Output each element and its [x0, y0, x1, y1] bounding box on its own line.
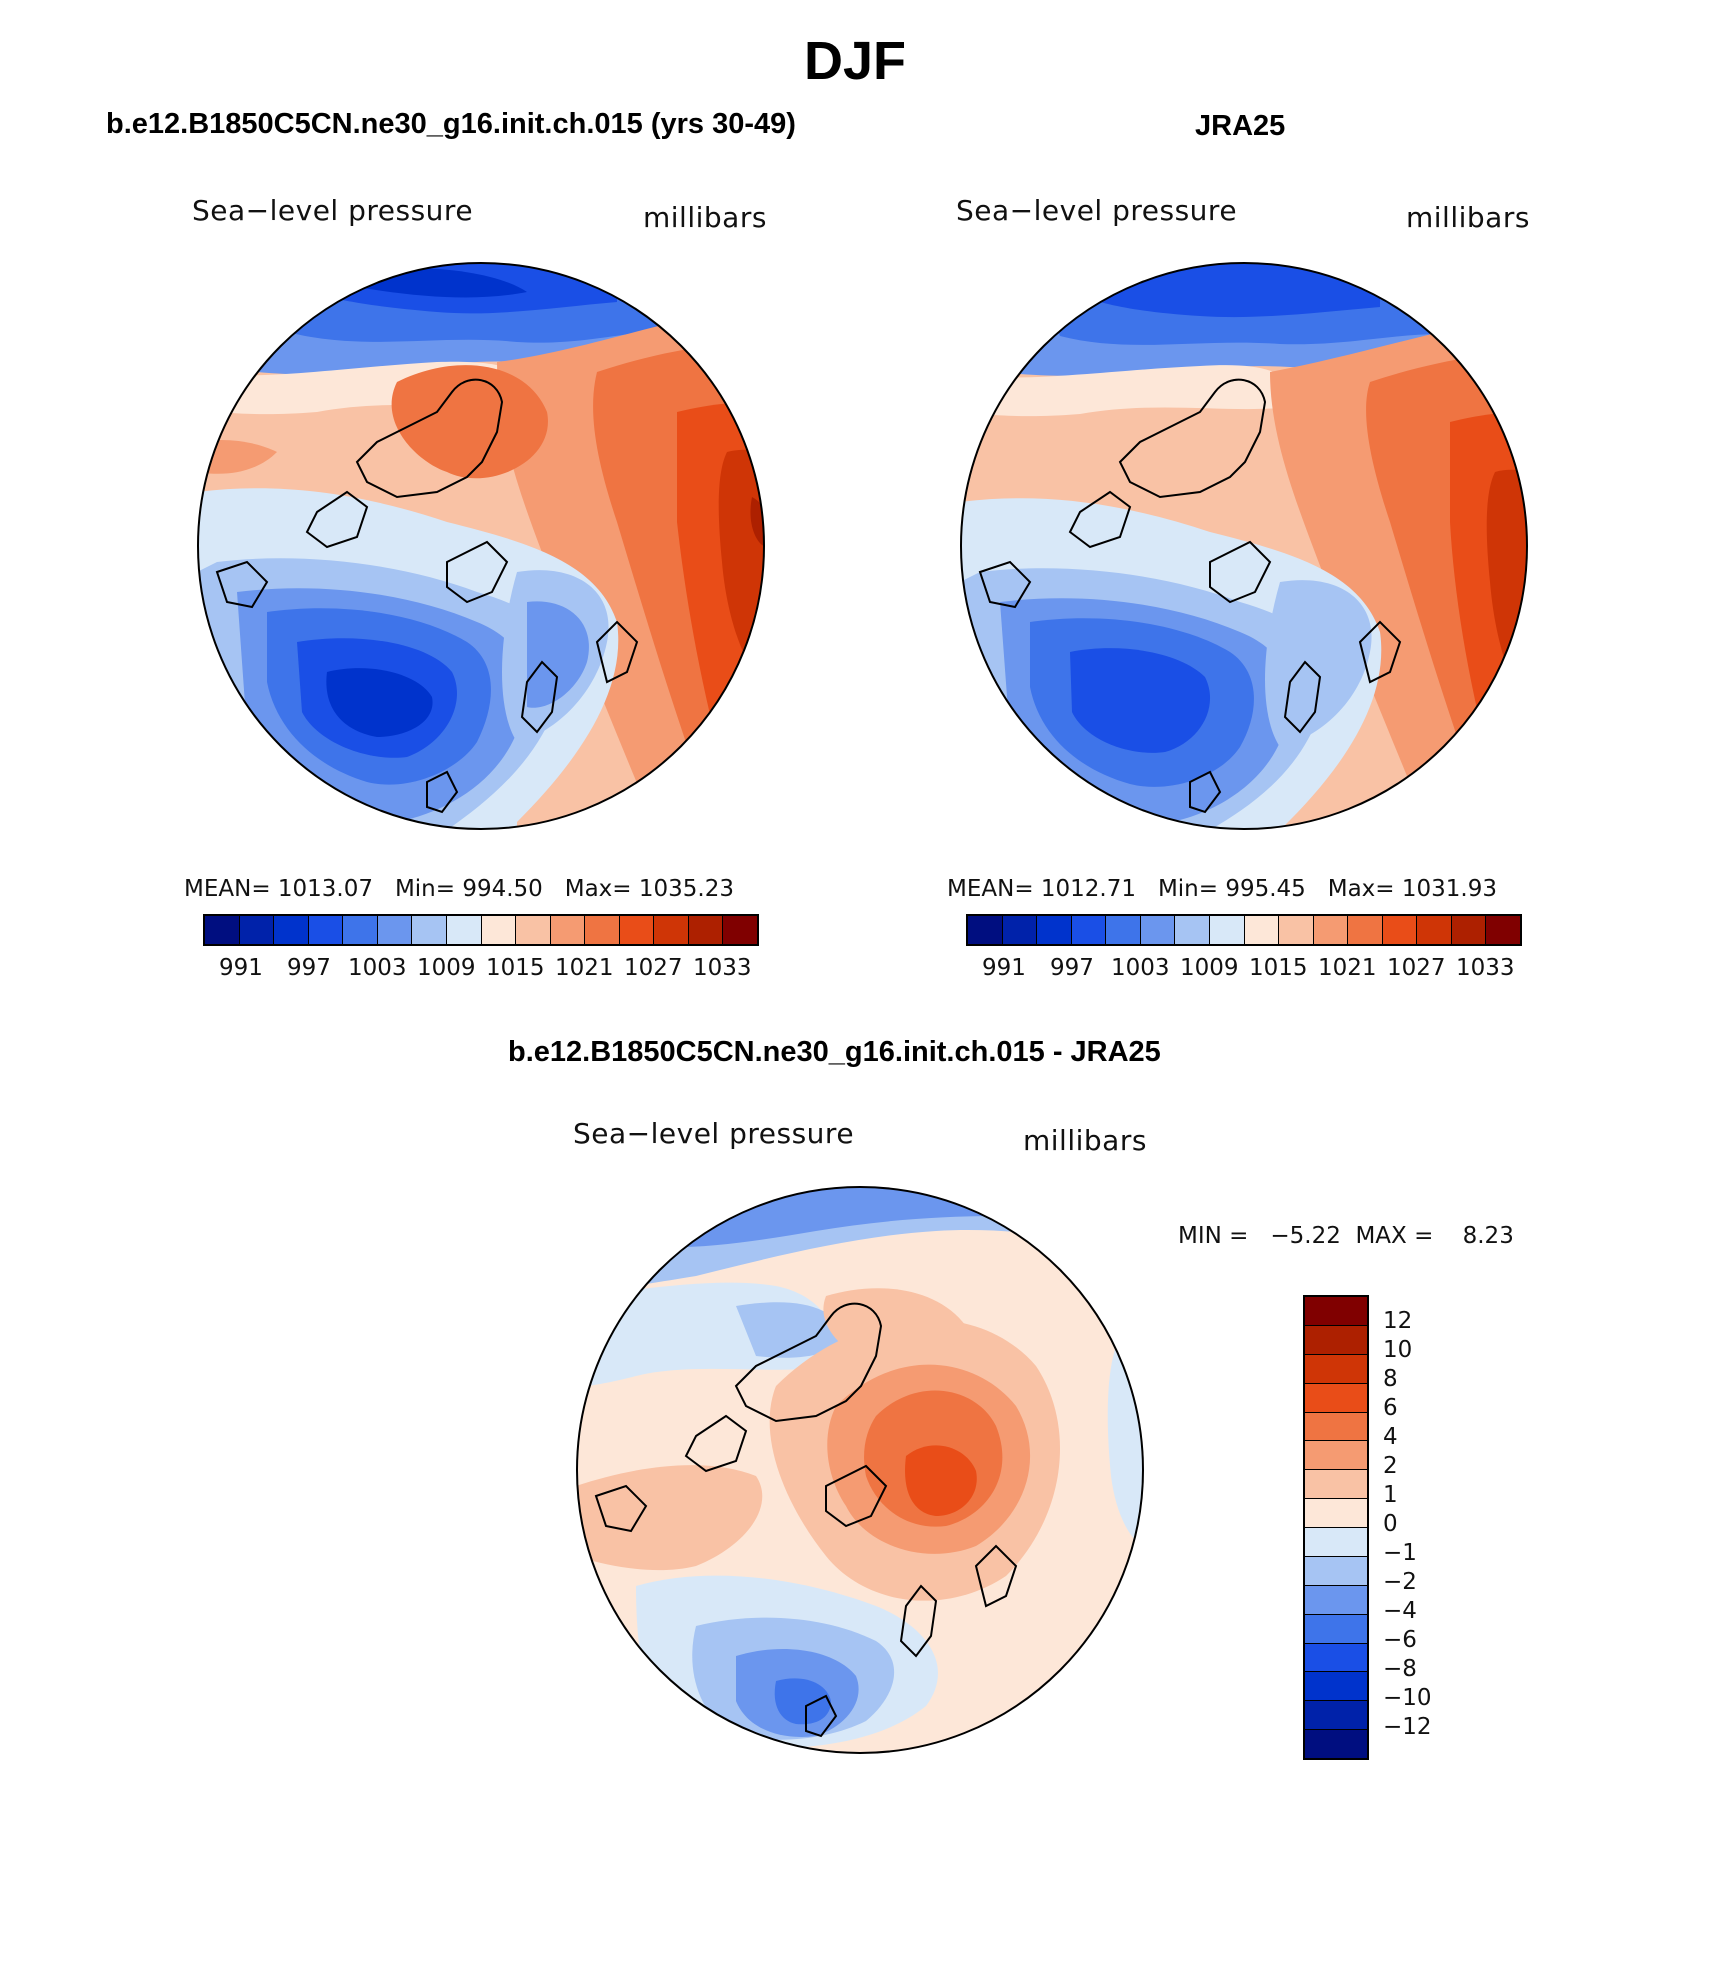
panel-diff-minmax: MIN = −5.22 MAX = 8.23 — [1178, 1223, 1514, 1249]
panel-model-stats: MEAN= 1013.07 Min= 994.50 Max= 1035.23 — [184, 876, 734, 902]
colorbar-tick-label: 1027 — [624, 955, 683, 981]
colorbar-swatch — [1175, 916, 1210, 944]
colorbar-swatch — [1305, 1470, 1367, 1500]
colorbar-swatch — [1305, 1643, 1367, 1673]
colorbar-swatch — [343, 916, 378, 944]
colorbar-swatch — [1305, 1325, 1367, 1355]
colorbar-swatch — [274, 916, 309, 944]
panel-model-heading: b.e12.B1850C5CN.ne30_g16.init.ch.015 (yr… — [106, 108, 796, 140]
colorbar-swatch — [654, 916, 689, 944]
colorbar-swatch — [1305, 1297, 1367, 1326]
colorbar-swatch — [1382, 916, 1418, 944]
colorbar-swatch — [377, 916, 413, 944]
colorbar-swatch — [1417, 916, 1452, 944]
colorbar-swatch — [585, 916, 620, 944]
colorbar-tick-label: 12 — [1383, 1308, 1413, 1334]
colorbar-tick-label: −12 — [1383, 1714, 1432, 1740]
colorbar-tick-label: 2 — [1383, 1453, 1398, 1479]
panel-obs-map — [960, 262, 1528, 830]
colorbar-tick-label: 1009 — [417, 955, 476, 981]
colorbar-swatch — [968, 916, 1003, 944]
colorbar-tick-label: 1003 — [348, 955, 407, 981]
colorbar-swatch — [1305, 1672, 1367, 1702]
colorbar-swatch — [1451, 916, 1487, 944]
colorbar-tick-label: 1033 — [1456, 955, 1515, 981]
colorbar-swatch — [1244, 916, 1280, 944]
colorbar-swatch — [1305, 1556, 1367, 1586]
colorbar-tick-label: 8 — [1383, 1366, 1398, 1392]
colorbar-swatch — [1305, 1499, 1367, 1528]
colorbar-swatch — [619, 916, 655, 944]
colorbar-swatch — [723, 916, 757, 944]
panel-obs-heading: JRA25 — [1195, 110, 1286, 142]
colorbar-tick-label: 1009 — [1180, 955, 1239, 981]
colorbar-swatch — [1305, 1528, 1367, 1557]
colorbar-tick-label: 997 — [287, 955, 331, 981]
colorbar-swatch — [1209, 916, 1245, 944]
colorbar-swatch — [1305, 1412, 1367, 1442]
colorbar-swatch — [446, 916, 482, 944]
colorbar-tick-label: −4 — [1383, 1598, 1417, 1624]
panel-obs-stats: MEAN= 1012.71 Min= 995.45 Max= 1031.93 — [947, 876, 1497, 902]
colorbar-swatch — [516, 916, 551, 944]
colorbar-swatch — [1305, 1383, 1367, 1413]
colorbar-tick-label: 1015 — [486, 955, 545, 981]
colorbar-swatch — [1305, 1441, 1367, 1471]
colorbar-tick-label: 4 — [1383, 1424, 1398, 1450]
figure-title: DJF — [803, 31, 906, 91]
colorbar-swatch — [550, 916, 586, 944]
colorbar-swatch — [239, 916, 275, 944]
panel-model-map — [197, 262, 765, 830]
panel-diff-variable-label: Sea−level pressure — [573, 1117, 855, 1150]
colorbar-swatch — [1279, 916, 1314, 944]
colorbar-tick-label: 1003 — [1111, 955, 1170, 981]
colorbar-swatch — [1305, 1614, 1367, 1644]
colorbar-swatch — [1486, 916, 1520, 944]
panel-diff-map — [576, 1186, 1144, 1754]
panel-model-units-label: millibars — [643, 201, 767, 234]
panel-model-colorbar — [203, 914, 759, 946]
colorbar-swatch — [308, 916, 344, 944]
colorbar-swatch — [688, 916, 724, 944]
colorbar-swatch — [1348, 916, 1383, 944]
panel-model-variable-label: Sea−level pressure — [192, 194, 474, 227]
panel-diff-heading: b.e12.B1850C5CN.ne30_g16.init.ch.015 - J… — [508, 1036, 1161, 1068]
panel-diff-colorbar — [1303, 1295, 1369, 1760]
colorbar-tick-label: 10 — [1383, 1337, 1413, 1363]
colorbar-tick-label: 991 — [219, 955, 263, 981]
colorbar-tick-label: 997 — [1050, 955, 1094, 981]
colorbar-swatch — [481, 916, 517, 944]
colorbar-tick-label: 1027 — [1387, 955, 1446, 981]
colorbar-swatch — [205, 916, 240, 944]
colorbar-tick-label: 1033 — [693, 955, 752, 981]
panel-diff-units-label: millibars — [1023, 1124, 1147, 1157]
colorbar-tick-label: −8 — [1383, 1656, 1417, 1682]
colorbar-swatch — [1313, 916, 1349, 944]
colorbar-tick-label: 1021 — [1318, 955, 1377, 981]
colorbar-swatch — [1002, 916, 1038, 944]
colorbar-tick-label: 6 — [1383, 1395, 1398, 1421]
colorbar-tick-label: 991 — [982, 955, 1026, 981]
colorbar-swatch — [412, 916, 447, 944]
colorbar-swatch — [1305, 1730, 1367, 1758]
colorbar-tick-label: −10 — [1383, 1685, 1432, 1711]
colorbar-tick-label: 1021 — [555, 955, 614, 981]
panel-obs-units-label: millibars — [1406, 201, 1530, 234]
colorbar-tick-label: −6 — [1383, 1627, 1417, 1653]
colorbar-swatch — [1305, 1585, 1367, 1615]
colorbar-swatch — [1106, 916, 1141, 944]
panel-obs-variable-label: Sea−level pressure — [956, 194, 1238, 227]
colorbar-swatch — [1140, 916, 1176, 944]
colorbar-swatch — [1305, 1701, 1367, 1731]
colorbar-tick-label: 1015 — [1249, 955, 1308, 981]
colorbar-tick-label: 0 — [1383, 1511, 1398, 1537]
colorbar-swatch — [1305, 1354, 1367, 1384]
colorbar-tick-label: −2 — [1383, 1569, 1417, 1595]
colorbar-tick-label: 1 — [1383, 1482, 1398, 1508]
colorbar-swatch — [1071, 916, 1107, 944]
panel-obs-colorbar — [966, 914, 1522, 946]
colorbar-swatch — [1037, 916, 1072, 944]
colorbar-tick-label: −1 — [1383, 1540, 1417, 1566]
